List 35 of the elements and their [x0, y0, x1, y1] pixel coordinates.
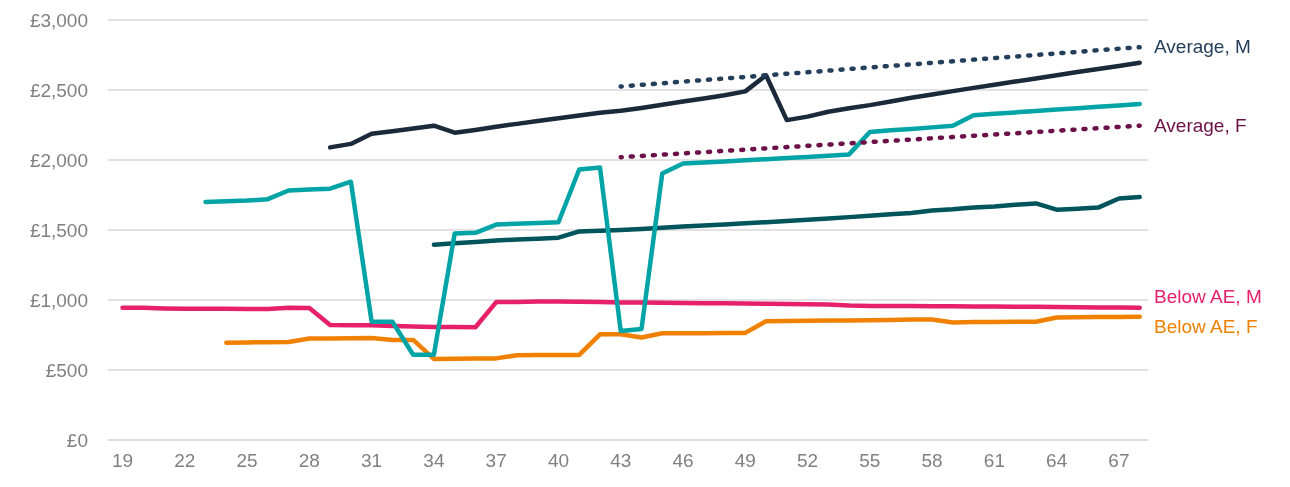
y-tick-label: £0	[66, 429, 88, 451]
x-tick-label: 28	[298, 450, 320, 472]
line-series	[120, 299, 1142, 330]
y-tick-label: £2,500	[29, 79, 88, 101]
series-label: Average, F	[1154, 113, 1247, 138]
x-tick-label: 22	[174, 450, 196, 472]
x-tick-label: 37	[485, 450, 507, 472]
x-tick-label: 67	[1108, 450, 1130, 472]
x-tick-label: 43	[610, 450, 632, 472]
x-tick-label: 19	[111, 450, 134, 472]
series-label: Below AE, M	[1154, 285, 1262, 310]
series-label: Average, M	[1154, 35, 1251, 60]
line-series	[431, 194, 1142, 247]
x-tick-label: 25	[236, 450, 258, 472]
line-series	[618, 45, 1142, 89]
line-series	[224, 314, 1142, 362]
x-tick-label: 55	[859, 450, 881, 472]
x-tick-label: 34	[423, 450, 445, 472]
x-tick-label: 58	[921, 450, 943, 472]
x-tick-label: 46	[672, 450, 694, 472]
x-tick-label: 40	[547, 450, 570, 472]
line-series	[327, 60, 1142, 150]
y-tick-label: £3,000	[29, 9, 88, 31]
x-tick-label: 61	[983, 450, 1005, 472]
y-tick-label: £2,000	[29, 149, 88, 171]
line-series	[618, 123, 1142, 160]
y-tick-label: £1,500	[29, 219, 88, 241]
x-tick-label: 64	[1046, 450, 1068, 472]
x-tick-label: 49	[734, 450, 756, 472]
series-label: Below AE, F	[1154, 315, 1258, 340]
x-tick-label: 52	[796, 450, 819, 472]
line-series	[203, 101, 1142, 357]
x-tick-label: 31	[361, 450, 383, 472]
y-tick-label: £500	[45, 359, 88, 381]
y-tick-label: £1,000	[29, 289, 88, 311]
